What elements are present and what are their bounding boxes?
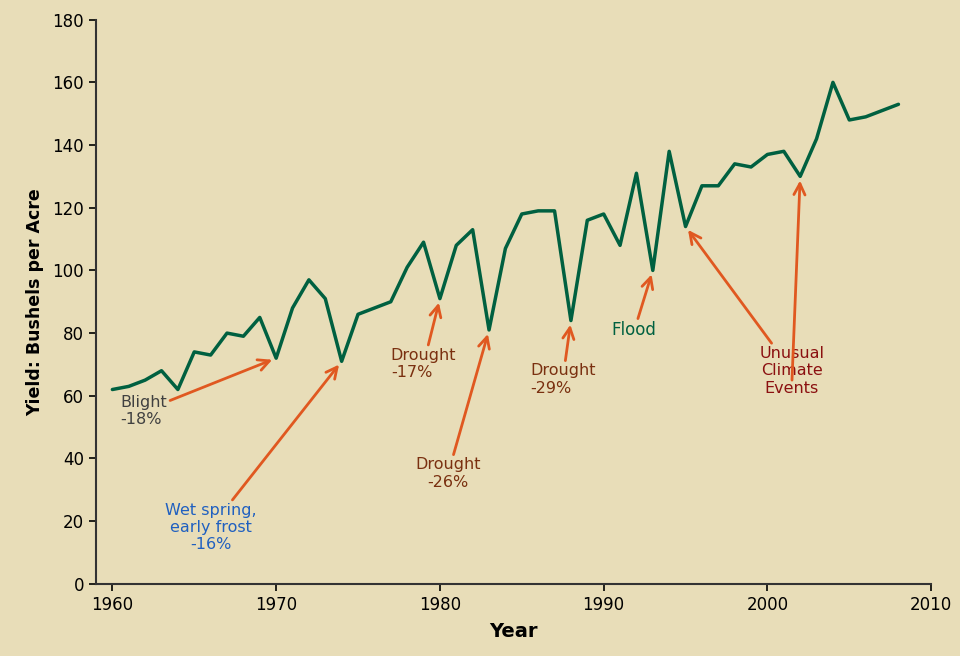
Text: Wet spring,
early frost
-16%: Wet spring, early frost -16% (165, 367, 337, 552)
Text: Drought
-17%: Drought -17% (391, 306, 456, 380)
Text: Flood: Flood (612, 277, 657, 339)
X-axis label: Year: Year (490, 622, 538, 641)
Text: Drought
-26%: Drought -26% (416, 337, 490, 490)
Text: Unusual
Climate
Events: Unusual Climate Events (690, 232, 825, 396)
Text: Blight
-18%: Blight -18% (121, 360, 270, 427)
Text: Drought
-29%: Drought -29% (530, 328, 595, 396)
Y-axis label: Yield: Bushels per Acre: Yield: Bushels per Acre (26, 188, 44, 416)
